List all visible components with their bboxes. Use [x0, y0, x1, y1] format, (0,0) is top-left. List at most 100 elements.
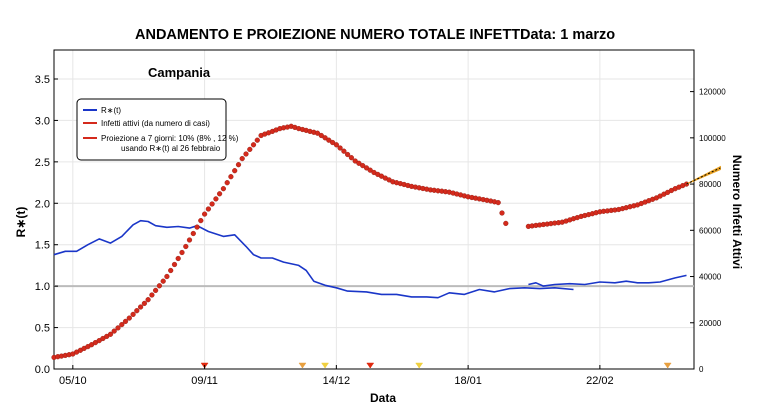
infected-point — [107, 331, 114, 337]
legend-label-projection-note: usando R∗(t) al 26 febbraio — [121, 144, 221, 153]
infected-point — [119, 322, 125, 328]
region-label: Campania — [148, 65, 211, 80]
right-axis-label: Numero Infetti Attivi — [730, 155, 744, 269]
infected-point — [352, 158, 358, 164]
infected-point — [186, 237, 193, 243]
infected-point — [254, 137, 260, 143]
infected-point — [209, 201, 215, 207]
infected-point — [160, 278, 166, 284]
x-axis-label: Data — [370, 391, 396, 405]
left-axis-ticks: 0.0 0.5 1.0 1.5 2.0 2.5 3.0 3.5 — [35, 74, 58, 376]
infected-point — [363, 165, 370, 171]
infected-point — [183, 243, 189, 250]
infected-point — [330, 139, 336, 146]
infected-point — [228, 174, 234, 180]
right-axis-ticks: 0 20000 40000 60000 80000 100000 120000 — [690, 88, 726, 374]
infected-point — [503, 220, 509, 227]
infected-point — [134, 308, 140, 314]
infected-point — [495, 200, 501, 206]
x-axis-ticks: 05/10 09/11 14/12 18/01 22/02 — [59, 365, 614, 387]
infected-point — [333, 142, 340, 148]
infected-point — [149, 292, 155, 298]
infected-point — [115, 325, 121, 331]
infected-point — [224, 180, 230, 186]
infected-series — [51, 123, 690, 361]
infected-point — [205, 206, 212, 212]
infected-point — [243, 151, 249, 157]
plot-frame — [53, 49, 695, 370]
infected-point — [130, 311, 136, 318]
infected-point — [126, 315, 132, 321]
infected-point — [326, 137, 332, 143]
right-tick-label: 40000 — [699, 273, 722, 282]
rt-series — [53, 219, 687, 299]
legend-label-infected: Infetti attivi (da numero di casi) — [101, 119, 210, 128]
x-tick-label: 22/02 — [586, 375, 614, 387]
infected-point — [138, 304, 144, 310]
chart-date-label: Data: 1 marzo — [520, 27, 615, 43]
infected-point — [348, 155, 355, 161]
rt-line-segment — [528, 274, 687, 287]
x-tick-label: 18/01 — [454, 375, 482, 387]
x-tick-label: 14/12 — [323, 375, 351, 387]
infected-point — [341, 148, 347, 154]
infected-point — [168, 267, 174, 274]
projection-series — [686, 165, 721, 185]
infected-point — [190, 230, 196, 237]
legend-label-projection: Proiezione a 7 giorni: 10% (8% , 12 %) — [101, 134, 239, 143]
infected-point — [318, 132, 324, 139]
infected-point — [145, 297, 151, 303]
infected-point — [235, 162, 242, 168]
right-tick-label: 100000 — [699, 134, 726, 143]
infected-point — [164, 273, 170, 280]
left-tick-label: 3.5 — [35, 74, 50, 86]
left-tick-label: 0.0 — [35, 364, 50, 376]
right-tick-label: 80000 — [699, 180, 722, 189]
infected-point — [356, 160, 362, 166]
legend: R∗(t) Infetti attivi (da numero di casi)… — [76, 98, 239, 161]
infected-point — [247, 146, 253, 153]
infected-point — [232, 168, 238, 174]
infected-point — [198, 218, 204, 224]
infected-point — [122, 318, 129, 325]
left-tick-label: 0.5 — [35, 323, 50, 335]
left-tick-label: 3.0 — [35, 115, 50, 127]
right-tick-label: 0 — [699, 365, 704, 374]
right-tick-label: 20000 — [699, 319, 722, 328]
infected-point — [220, 186, 227, 192]
right-tick-label: 120000 — [699, 88, 726, 97]
infected-point — [171, 261, 178, 268]
infected-point — [322, 135, 328, 141]
rt-line-segment — [53, 219, 574, 299]
left-axis-label: R∗(t) — [14, 207, 28, 238]
infected-point — [194, 224, 200, 230]
left-tick-label: 2.0 — [35, 198, 50, 210]
infected-point — [111, 328, 117, 334]
infected-point — [337, 145, 343, 151]
infected-point — [213, 196, 219, 202]
infected-point — [141, 300, 148, 307]
infected-point — [179, 249, 185, 256]
infected-point — [153, 287, 159, 294]
left-tick-label: 2.5 — [35, 157, 50, 169]
infected-point — [175, 255, 181, 262]
legend-box — [76, 98, 227, 161]
x-tick-label: 09/11 — [191, 375, 218, 387]
infected-point — [499, 210, 505, 216]
infected-point — [345, 151, 351, 158]
infected-point — [360, 163, 366, 169]
legend-label-rt: R∗(t) — [101, 106, 121, 115]
infected-point — [156, 283, 163, 289]
right-tick-label: 60000 — [699, 226, 722, 235]
infected-point — [202, 211, 208, 217]
chart-title: ANDAMENTO E PROIEZIONE NUMERO TOTALE INF… — [135, 27, 524, 43]
infected-point — [314, 130, 321, 136]
infected-point — [367, 167, 373, 173]
left-tick-label: 1.5 — [35, 240, 50, 252]
infected-point — [250, 142, 257, 148]
x-tick-label: 05/10 — [59, 375, 87, 387]
left-tick-label: 1.0 — [35, 281, 50, 293]
infected-point — [239, 156, 245, 162]
infected-point — [217, 191, 223, 197]
